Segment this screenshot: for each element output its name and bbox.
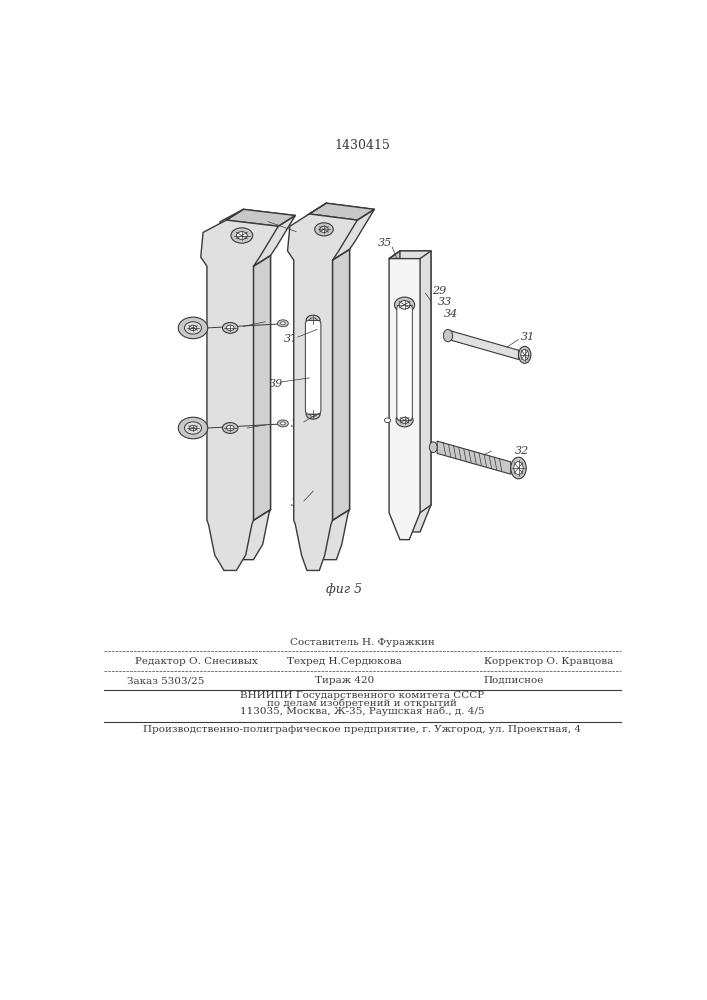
Ellipse shape [189, 425, 197, 431]
Polygon shape [201, 220, 279, 570]
Ellipse shape [400, 417, 409, 423]
Ellipse shape [315, 223, 333, 236]
Ellipse shape [277, 320, 288, 327]
Ellipse shape [185, 422, 201, 434]
Ellipse shape [223, 323, 238, 333]
Ellipse shape [281, 422, 285, 425]
Polygon shape [253, 256, 271, 520]
Text: 35: 35 [378, 238, 392, 248]
Ellipse shape [443, 329, 452, 342]
Text: 36: 36 [291, 498, 305, 508]
Polygon shape [389, 259, 420, 540]
Text: 34: 34 [444, 309, 458, 319]
Text: Редактор О. Снесивых: Редактор О. Снесивых [135, 657, 258, 666]
Polygon shape [226, 209, 296, 226]
Text: ВНИИПИ Государственного комитета СССР: ВНИИПИ Государственного комитета СССР [240, 691, 484, 700]
Ellipse shape [223, 423, 238, 433]
Text: 37: 37 [284, 334, 298, 344]
Ellipse shape [306, 409, 320, 419]
Polygon shape [288, 214, 357, 570]
Text: 32: 32 [515, 446, 530, 456]
Text: фиг 5: фиг 5 [326, 583, 362, 596]
Text: Тираж 420: Тираж 420 [315, 676, 374, 685]
Ellipse shape [429, 442, 437, 453]
Ellipse shape [396, 414, 413, 427]
Ellipse shape [178, 417, 208, 439]
Ellipse shape [399, 301, 410, 309]
Text: 33: 33 [438, 297, 452, 307]
Text: 30: 30 [298, 229, 312, 239]
Ellipse shape [510, 457, 526, 479]
Ellipse shape [385, 418, 391, 423]
Ellipse shape [185, 322, 201, 334]
Polygon shape [332, 249, 349, 520]
Text: 1430415: 1430415 [334, 139, 390, 152]
Text: Составитель Н. Фуражкин: Составитель Н. Фуражкин [290, 638, 434, 647]
Ellipse shape [189, 325, 197, 331]
Polygon shape [218, 209, 296, 560]
Text: Техред Н.Сердюкова: Техред Н.Сердюкова [286, 657, 402, 666]
Text: Производственно-полиграфическое предприятие, г. Ужгород, ул. Проектная, 4: Производственно-полиграфическое предприя… [143, 725, 581, 734]
Ellipse shape [514, 461, 523, 475]
Ellipse shape [395, 297, 414, 312]
Polygon shape [451, 331, 518, 359]
Polygon shape [305, 203, 374, 560]
Ellipse shape [310, 318, 317, 323]
Text: 39: 39 [269, 379, 283, 389]
Text: 29: 29 [230, 321, 245, 331]
Text: 31: 31 [520, 332, 535, 342]
Text: 32: 32 [234, 425, 248, 435]
Polygon shape [389, 251, 431, 259]
Text: 113035, Москва, Ж-35, Раушская наб., д. 4/5: 113035, Москва, Ж-35, Раушская наб., д. … [240, 707, 484, 716]
Ellipse shape [306, 315, 320, 325]
Ellipse shape [281, 322, 285, 325]
Polygon shape [437, 441, 510, 474]
Ellipse shape [226, 325, 234, 331]
Polygon shape [400, 251, 431, 532]
Polygon shape [420, 251, 431, 513]
Text: Корректор О. Кравцова: Корректор О. Кравцова [484, 657, 613, 666]
Ellipse shape [518, 346, 531, 363]
Polygon shape [309, 203, 374, 220]
Text: Заказ 5303/25: Заказ 5303/25 [127, 676, 204, 685]
Ellipse shape [231, 228, 252, 243]
FancyBboxPatch shape [397, 305, 412, 420]
Ellipse shape [226, 425, 234, 431]
Text: 29: 29 [431, 286, 446, 296]
Ellipse shape [320, 226, 328, 232]
Ellipse shape [310, 412, 317, 416]
Text: по делам изобретений и открытий: по делам изобретений и открытий [267, 699, 457, 708]
Ellipse shape [178, 317, 208, 339]
Ellipse shape [277, 420, 288, 427]
Text: 38: 38 [291, 419, 305, 429]
Text: Подписное: Подписное [484, 676, 544, 685]
Ellipse shape [521, 349, 529, 360]
FancyBboxPatch shape [305, 320, 321, 414]
Ellipse shape [236, 232, 247, 239]
